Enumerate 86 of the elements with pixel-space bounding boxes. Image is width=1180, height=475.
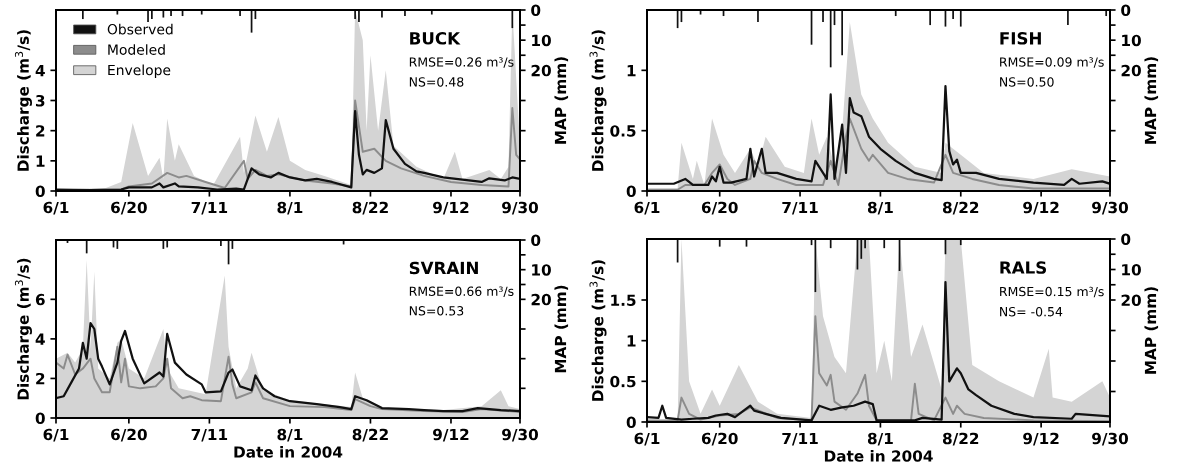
x-tick-label: 8/22 xyxy=(352,428,388,442)
y2-tick-label: 10 xyxy=(532,264,551,276)
annotation: RMSE=0.66 m³/s xyxy=(409,286,514,297)
x-tick-label: 7/11 xyxy=(782,432,818,446)
y-tick-label: 1 xyxy=(627,65,636,77)
y-tick-label: 0.5 xyxy=(610,375,636,388)
y-tick-label: 4 xyxy=(35,65,45,77)
line-series xyxy=(647,117,1110,191)
x-tick-label: 6/20 xyxy=(111,428,147,442)
y-tick-label: 0 xyxy=(35,412,45,425)
legend-label: Modeled xyxy=(108,44,165,55)
line-series xyxy=(56,345,520,414)
y-axis-title: Discharge (m$^{3}$/s) xyxy=(14,258,32,400)
annotation: NS=0.48 xyxy=(409,77,464,87)
y-axis-title: Discharge (m$^{3}$/s) xyxy=(14,30,32,171)
x-tick-label: 9/30 xyxy=(502,428,538,442)
text: FISH xyxy=(1000,32,1041,45)
y-tick-label: 1.5 xyxy=(611,294,636,307)
x-tick-label: 7/11 xyxy=(191,201,228,215)
y2-tick-label: 0 xyxy=(1121,4,1131,17)
legend-label: Observed xyxy=(107,23,173,35)
y2-tick-label: 10 xyxy=(532,34,551,47)
x-tick-label: 9/30 xyxy=(1092,201,1128,215)
y-axis-title: Discharge (m$^{3}$/s) xyxy=(589,260,607,401)
text: BUCK xyxy=(410,32,461,45)
annotation: RMSE=0.09 m³/s xyxy=(1000,57,1104,68)
annotation: NS=0.50 xyxy=(1000,77,1054,87)
y2-tick-label: 10 xyxy=(1122,34,1141,47)
x-tick-label: 9/12 xyxy=(1023,432,1059,446)
x-tick-label: 6/20 xyxy=(111,201,147,215)
x-tick-label: 6/1 xyxy=(43,201,69,215)
x-tick-label: 7/11 xyxy=(191,428,228,442)
annotation: NS= -0.54 xyxy=(1000,306,1063,317)
legend-label: Envelope xyxy=(108,64,171,78)
x-tick-label: 6/20 xyxy=(701,201,738,215)
x-tick-label: 6/1 xyxy=(634,432,660,446)
text: RALS xyxy=(1000,261,1047,274)
x-axis-title: Date in 2004 xyxy=(824,449,933,462)
y2-tick-label: 20 xyxy=(1121,64,1141,77)
y2-tick-label: 20 xyxy=(1121,294,1141,307)
x-tick-label: 6/1 xyxy=(634,201,660,215)
y2-tick-label: 20 xyxy=(531,64,551,77)
x-tick-label: 8/1 xyxy=(277,201,303,215)
y2-axis-title: MAP (mm) xyxy=(1144,57,1159,144)
y-axis-title: Discharge (m$^{3}$/s) xyxy=(589,30,607,171)
x-tick-label: 9/12 xyxy=(433,428,469,442)
y-tick-label: 0 xyxy=(626,185,636,198)
text: SVRAIN xyxy=(409,261,478,275)
y2-tick-label: 0 xyxy=(1121,233,1131,246)
y-tick-label: 0 xyxy=(626,416,636,429)
x-tick-label: 8/1 xyxy=(277,428,303,442)
line-series xyxy=(56,321,520,413)
y2-tick-label: 10 xyxy=(1122,263,1141,276)
x-tick-label: 8/1 xyxy=(867,432,893,446)
y2-tick-label: 20 xyxy=(531,293,551,306)
y-tick-label: 3 xyxy=(35,94,45,107)
x-tick-label: 8/22 xyxy=(942,201,979,215)
x-tick-label: 8/1 xyxy=(867,201,893,215)
line-series xyxy=(647,315,1110,422)
x-tick-label: 6/20 xyxy=(701,432,738,446)
y2-axis-title: MAP (mm) xyxy=(554,285,569,373)
x-tick-label: 9/12 xyxy=(433,201,469,215)
y2-tick-label: 0 xyxy=(531,234,541,247)
y2-tick-label: 0 xyxy=(531,4,541,17)
y2-axis-title: MAP (mm) xyxy=(1144,287,1159,374)
annotation: RMSE=0.26 m³/s xyxy=(409,57,514,68)
y-tick-label: 2 xyxy=(36,372,45,385)
x-tick-label: 8/22 xyxy=(352,201,388,215)
y-tick-label: 4 xyxy=(35,333,45,345)
y2-axis-title: MAP (mm) xyxy=(554,57,569,144)
line-series xyxy=(647,281,1110,422)
y-tick-label: 6 xyxy=(35,293,45,306)
y-tick-label: 2 xyxy=(36,125,45,137)
y-tick-label: 0 xyxy=(35,185,45,198)
x-tick-label: 7/11 xyxy=(782,201,818,215)
x-tick-label: 6/1 xyxy=(43,428,69,442)
y-tick-label: 0.5 xyxy=(610,125,636,137)
x-tick-label: 9/30 xyxy=(502,201,538,215)
annotation: NS=0.53 xyxy=(409,306,464,316)
y-tick-label: 1 xyxy=(36,155,45,167)
y-tick-label: 1 xyxy=(627,335,636,347)
x-tick-label: 9/12 xyxy=(1023,201,1059,215)
x-tick-label: 8/22 xyxy=(942,432,979,446)
x-tick-label: 9/30 xyxy=(1092,432,1128,446)
x-axis-title: Date in 2004 xyxy=(234,445,343,458)
annotation: RMSE=0.15 m³/s xyxy=(1000,286,1104,298)
